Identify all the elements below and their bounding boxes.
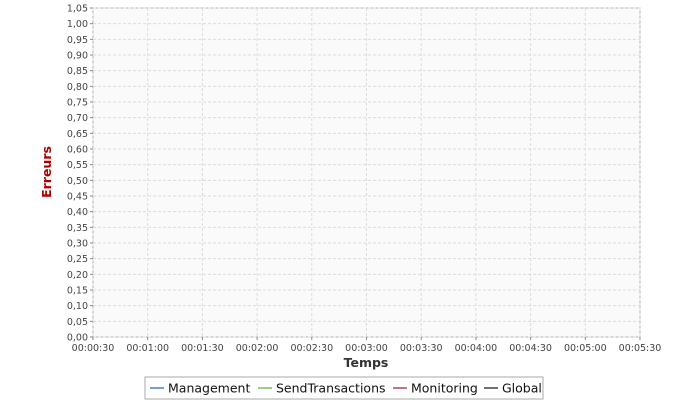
legend-label: Monitoring xyxy=(411,381,478,396)
y-tick-label: 0,00 xyxy=(67,333,88,344)
y-tick-label: 0,75 xyxy=(67,98,88,109)
y-tick-label: 0,15 xyxy=(67,286,88,297)
x-tick-label: 00:01:30 xyxy=(181,343,224,354)
plot-area xyxy=(92,7,641,338)
y-axis-label: Erreurs xyxy=(39,146,54,198)
legend-label: SendTransactions xyxy=(276,381,386,396)
y-tick-label: 0,05 xyxy=(67,317,88,328)
y-tick-label: 0,25 xyxy=(67,254,88,265)
x-tick-label: 00:03:00 xyxy=(345,343,388,354)
x-tick-label: 00:04:30 xyxy=(509,343,552,354)
y-tick-label: 0,50 xyxy=(67,176,88,187)
x-axis-ticks: 00:00:30 00:01:00 00:01:30 00:02:00 00:02:30… xyxy=(72,337,662,354)
x-tick-label: 00:01:00 xyxy=(126,343,169,354)
y-tick-label: 0,80 xyxy=(67,82,88,93)
y-tick-label: 0,70 xyxy=(67,113,88,124)
y-tick-label: 0,65 xyxy=(67,129,88,140)
y-tick-label: 0,85 xyxy=(67,66,88,77)
legend-label: Management xyxy=(168,381,250,396)
y-tick-label: 0,45 xyxy=(67,192,88,203)
x-tick-label: 00:05:00 xyxy=(564,343,607,354)
y-tick-label: 0,10 xyxy=(67,301,88,312)
x-tick-label: 00:02:30 xyxy=(290,343,333,354)
legend-item: Monitoring xyxy=(393,381,478,396)
y-tick-label: 0,35 xyxy=(67,223,88,234)
legend-item: SendTransactions xyxy=(258,381,386,396)
y-axis-ticks: 0,00 0,05 0,10 0,15 0,20 0,25 0,30 0,35 0,40 0,45… xyxy=(67,4,93,344)
x-tick-label: 00:04:00 xyxy=(455,343,498,354)
legend-item: Management xyxy=(150,381,250,396)
y-tick-label: 0,60 xyxy=(67,145,88,156)
legend-label: Global xyxy=(502,381,542,396)
x-tick-label: 00:00:30 xyxy=(72,343,115,354)
y-tick-label: 0,95 xyxy=(67,35,88,46)
x-tick-label: 00:02:00 xyxy=(236,343,279,354)
x-axis-label: Temps xyxy=(344,355,389,370)
y-tick-label: 0,20 xyxy=(67,270,88,281)
y-tick-label: 1,05 xyxy=(67,4,88,15)
x-tick-label: 00:03:30 xyxy=(400,343,443,354)
legend: Management SendTransactions Monitoring Glob… xyxy=(144,376,544,400)
y-tick-label: 0,55 xyxy=(67,160,88,171)
legend-item: Global xyxy=(484,381,542,396)
y-tick-label: 0,30 xyxy=(67,239,88,250)
y-tick-label: 0,40 xyxy=(67,207,88,218)
y-tick-label: 0,90 xyxy=(67,51,88,62)
grid-lines xyxy=(92,7,641,338)
legend-box xyxy=(144,376,544,400)
x-tick-label: 00:05:30 xyxy=(619,343,662,354)
y-tick-label: 1,00 xyxy=(67,19,88,30)
